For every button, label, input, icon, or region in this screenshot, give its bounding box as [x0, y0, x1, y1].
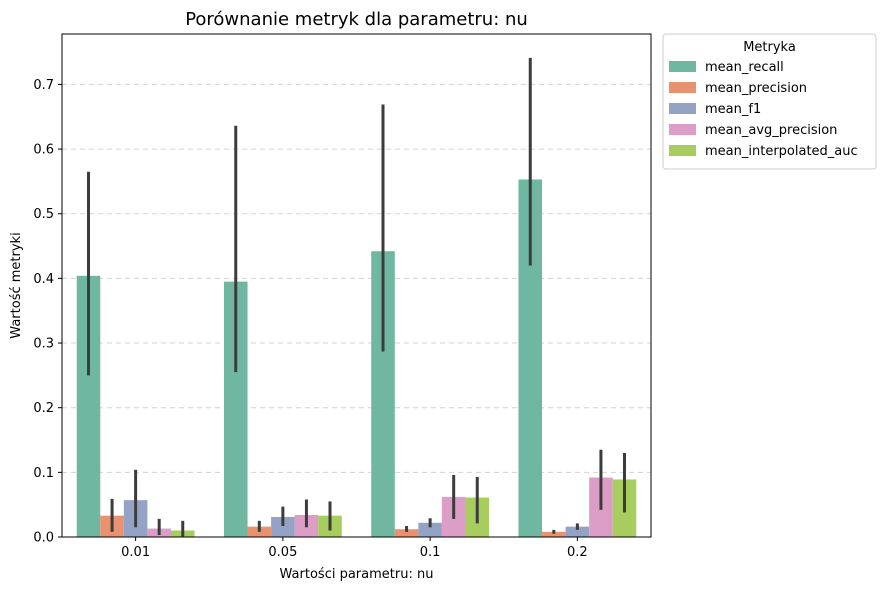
bar [418, 522, 442, 537]
y-axis-label: Wartość metryki [9, 232, 24, 338]
bar [394, 529, 419, 537]
legend-label: mean_f1 [705, 102, 761, 117]
legend-label: mean_recall [705, 60, 784, 75]
legend-title: Metryka [743, 40, 796, 55]
legend-label: mean_precision [705, 81, 807, 96]
bar [271, 516, 295, 537]
y-tick-label: 0.7 [33, 78, 54, 93]
chart-title: Porównanie metryk dla parametru: nu [185, 9, 528, 30]
bar [371, 251, 395, 537]
legend-swatch [669, 61, 696, 72]
y-tick-label: 0.6 [33, 143, 54, 158]
legend: Metryka mean_recall mean_precision mean_f1… [662, 33, 877, 170]
legend-box [662, 33, 877, 170]
bar [76, 275, 101, 537]
bar [223, 281, 248, 537]
y-tick-label: 0.3 [33, 337, 54, 352]
y-tick-label: 0.0 [33, 531, 54, 546]
legend-swatch [669, 103, 696, 114]
legend-swatch [669, 124, 696, 135]
y-tick-label: 0.2 [33, 401, 54, 416]
x-tick-label: 0.01 [121, 545, 150, 560]
x-axis: 0.01 0.05 0.1 0.2 [121, 537, 588, 560]
bar-series [76, 179, 637, 537]
bar [518, 179, 543, 537]
legend-swatch [669, 82, 696, 93]
x-tick-label: 0.05 [268, 545, 297, 560]
bar [542, 531, 566, 537]
bar [565, 526, 590, 537]
grid [62, 83, 651, 473]
y-tick-label: 0.5 [33, 207, 54, 222]
plot-frame [61, 33, 652, 538]
legend-label: mean_interpolated_auc [705, 144, 858, 159]
x-tick-label: 0.1 [420, 545, 441, 560]
legend-swatch [669, 145, 696, 156]
y-tick-label: 0.4 [33, 272, 54, 287]
x-axis-label: Wartości parametru: nu [280, 567, 434, 582]
error-bars [87, 57, 626, 537]
y-axis: 0.0 0.1 0.2 0.3 0.4 0.5 0.6 0.7 [33, 78, 62, 546]
y-tick-label: 0.1 [33, 466, 54, 481]
legend-label: mean_avg_precision [705, 123, 837, 138]
x-tick-label: 0.2 [567, 545, 588, 560]
